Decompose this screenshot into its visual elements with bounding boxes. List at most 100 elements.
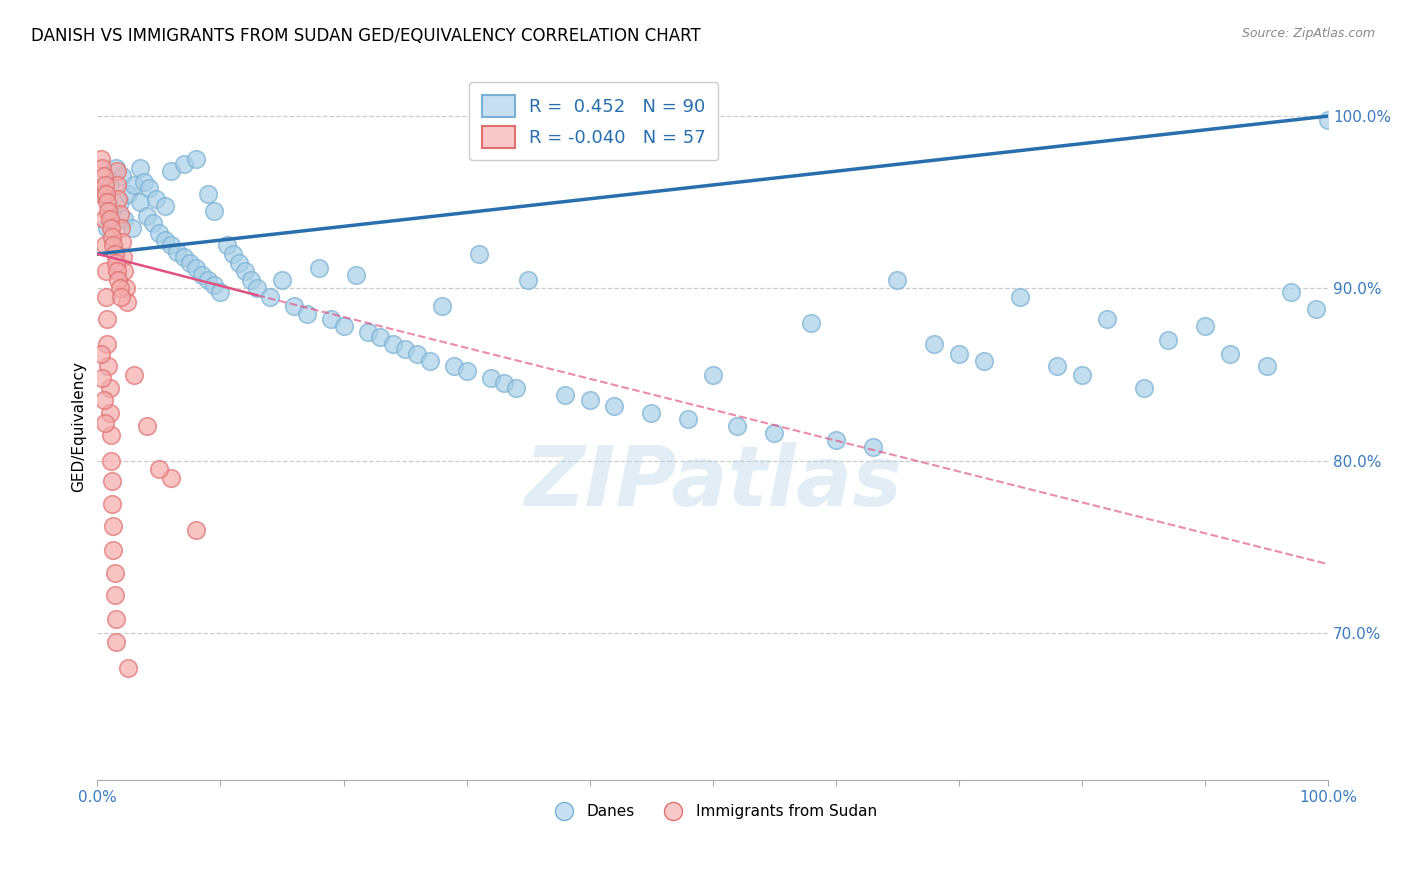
Point xyxy=(93,238,115,252)
Point xyxy=(105,178,128,192)
Point xyxy=(283,299,305,313)
Point xyxy=(103,543,125,558)
Point xyxy=(948,347,970,361)
Point xyxy=(145,192,167,206)
Point xyxy=(101,203,124,218)
Point xyxy=(197,273,219,287)
Point xyxy=(111,169,134,184)
Point xyxy=(295,307,318,321)
Point xyxy=(94,290,117,304)
Point xyxy=(96,336,118,351)
Point xyxy=(121,221,143,235)
Point xyxy=(505,381,527,395)
Point xyxy=(117,186,139,201)
Point xyxy=(100,454,122,468)
Point xyxy=(90,347,112,361)
Point xyxy=(108,195,131,210)
Point xyxy=(179,255,201,269)
Point xyxy=(104,634,127,648)
Point xyxy=(1046,359,1069,373)
Point xyxy=(124,178,146,192)
Point xyxy=(676,412,699,426)
Point xyxy=(93,416,115,430)
Point xyxy=(93,212,115,227)
Point xyxy=(142,216,165,230)
Point xyxy=(98,178,121,192)
Point xyxy=(108,281,131,295)
Point xyxy=(603,399,626,413)
Point xyxy=(1132,381,1154,395)
Point xyxy=(160,238,183,252)
Point xyxy=(103,519,125,533)
Point xyxy=(1095,312,1118,326)
Point xyxy=(110,290,132,304)
Point xyxy=(419,353,441,368)
Point xyxy=(468,247,491,261)
Point xyxy=(96,221,118,235)
Point xyxy=(135,209,157,223)
Point xyxy=(111,235,134,249)
Point xyxy=(101,475,124,489)
Point xyxy=(160,471,183,485)
Point xyxy=(98,212,121,227)
Point xyxy=(110,221,132,235)
Point xyxy=(1317,112,1340,127)
Point xyxy=(105,164,128,178)
Point xyxy=(370,329,392,343)
Point xyxy=(800,316,823,330)
Point xyxy=(640,405,662,419)
Point xyxy=(308,260,330,275)
Point xyxy=(107,273,129,287)
Point xyxy=(1279,285,1302,299)
Point xyxy=(138,181,160,195)
Point xyxy=(222,247,245,261)
Point xyxy=(90,186,112,201)
Point xyxy=(1010,290,1032,304)
Point xyxy=(862,440,884,454)
Point xyxy=(492,376,515,391)
Point xyxy=(148,227,170,241)
Point xyxy=(98,381,121,395)
Point xyxy=(173,251,195,265)
Text: ZIPatlas: ZIPatlas xyxy=(524,442,901,524)
Point xyxy=(344,268,367,282)
Point xyxy=(94,186,117,201)
Point xyxy=(1256,359,1278,373)
Point xyxy=(105,264,128,278)
Point xyxy=(240,273,263,287)
Point xyxy=(357,325,380,339)
Point xyxy=(202,203,225,218)
Point xyxy=(1157,333,1180,347)
Point xyxy=(209,285,232,299)
Point xyxy=(381,336,404,351)
Point xyxy=(129,161,152,175)
Point xyxy=(973,353,995,368)
Point xyxy=(430,299,453,313)
Point xyxy=(1071,368,1094,382)
Point xyxy=(91,161,114,175)
Point xyxy=(1219,347,1241,361)
Point xyxy=(233,264,256,278)
Point xyxy=(112,264,135,278)
Point xyxy=(191,268,214,282)
Point xyxy=(922,336,945,351)
Point xyxy=(97,359,120,373)
Point xyxy=(153,199,176,213)
Point xyxy=(1305,302,1327,317)
Point xyxy=(101,497,124,511)
Point xyxy=(578,393,600,408)
Point xyxy=(1194,319,1216,334)
Point xyxy=(173,157,195,171)
Point xyxy=(702,368,724,382)
Point xyxy=(107,192,129,206)
Point xyxy=(104,612,127,626)
Point xyxy=(456,364,478,378)
Point xyxy=(112,251,135,265)
Point xyxy=(98,405,121,419)
Point xyxy=(100,221,122,235)
Point xyxy=(160,164,183,178)
Point xyxy=(124,368,146,382)
Point xyxy=(184,260,207,275)
Point xyxy=(886,273,908,287)
Point xyxy=(184,523,207,537)
